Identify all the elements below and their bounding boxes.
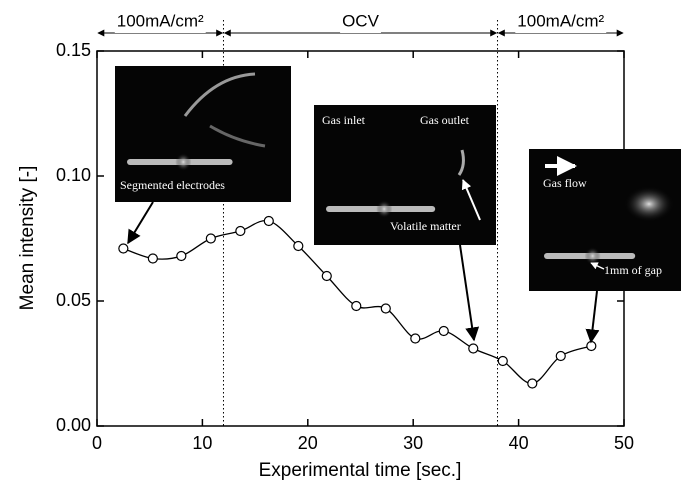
pointer-arrow — [459, 244, 480, 342]
phase-label-bg — [114, 13, 206, 33]
streak — [183, 72, 256, 117]
data-point — [321, 270, 332, 282]
data-point — [380, 303, 391, 314]
inset-photo: Gas flow 1mm of gap — [529, 149, 681, 291]
y-tick-label: 0.15 — [56, 40, 91, 60]
inner-arrow — [461, 179, 481, 221]
data-point — [586, 340, 597, 352]
phase-label-bg — [515, 13, 607, 33]
pointer-arrow — [127, 201, 154, 245]
glow — [624, 186, 674, 222]
streak — [457, 149, 465, 176]
data-point — [555, 350, 566, 362]
inset-photo: Segmented electrodes — [115, 66, 291, 202]
glow — [584, 247, 601, 265]
inset-caption: Volatile matter — [390, 219, 461, 233]
inset-caption: Gas flow — [543, 176, 587, 190]
streak — [209, 124, 266, 148]
phase-label: 100mA/cm² — [117, 11, 204, 30]
inner-arrow — [590, 262, 605, 270]
x-tick-label: 20 — [298, 433, 318, 453]
data-point — [497, 355, 508, 367]
x-tick-label: 50 — [614, 433, 634, 453]
y-tick-label: 0.10 — [56, 165, 91, 185]
data-point — [205, 233, 216, 244]
glow — [376, 200, 393, 218]
photo-bg — [314, 105, 496, 245]
inset-caption: Gas outlet — [420, 113, 470, 127]
phase-label: OCV — [342, 11, 380, 30]
glow — [175, 153, 192, 171]
phase-label: 100mA/cm² — [517, 11, 604, 30]
data-point — [293, 240, 304, 252]
data-point — [527, 378, 538, 389]
y-axis-label: Mean intensity [-] — [17, 166, 38, 311]
data-point — [147, 253, 158, 264]
data-point — [118, 243, 129, 254]
data-point — [176, 250, 187, 262]
inset-caption: Gas inlet — [322, 113, 366, 127]
data-point — [438, 325, 449, 337]
data-point — [410, 333, 421, 344]
phase-label-bg — [340, 13, 381, 33]
x-tick-label: 40 — [509, 433, 529, 453]
data-point — [468, 343, 479, 354]
inset-caption: Segmented electrodes — [120, 178, 225, 192]
x-axis-label: Experimental time [sec.] — [259, 460, 462, 481]
y-tick-label: 0.05 — [56, 290, 91, 310]
data-point — [351, 300, 362, 312]
data-point — [235, 225, 246, 237]
x-tick-label: 30 — [403, 433, 423, 453]
y-tick-label: 0.00 — [56, 415, 91, 435]
x-tick-label: 10 — [192, 433, 212, 453]
inset-caption: 1mm of gap — [604, 263, 662, 277]
photo-bg — [115, 66, 291, 202]
data-point — [263, 215, 274, 227]
x-tick-label: 0 — [92, 433, 102, 453]
inset-photo: Gas inlet Gas outlet Volatile matter — [314, 105, 496, 245]
pointer-arrow — [585, 290, 600, 344]
